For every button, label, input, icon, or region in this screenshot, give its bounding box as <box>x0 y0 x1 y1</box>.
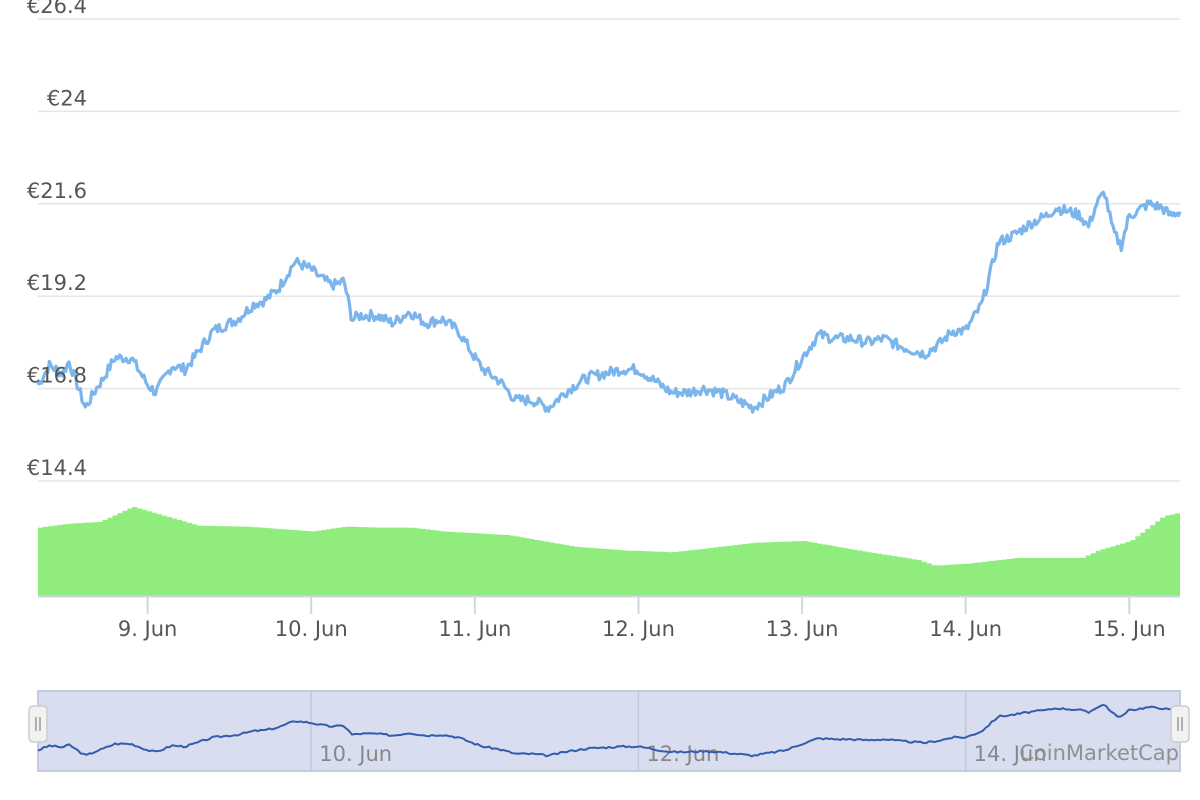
navigator-tick-label: 14. Jun <box>974 742 1047 766</box>
price-series <box>36 190 1182 414</box>
x-axis: 9. Jun 10. Jun 11. Jun 12. Jun 13. Jun 14. Ju… <box>38 595 1180 641</box>
x-tick-label: 12. Jun <box>602 617 675 641</box>
price-line <box>36 190 1182 414</box>
y-tick-label: €26.4 <box>27 0 87 18</box>
x-tick-label: 9. Jun <box>118 617 178 641</box>
volume-series <box>38 507 1180 596</box>
navigator-left-handle[interactable] <box>28 705 48 743</box>
y-tick-label: €21.6 <box>27 179 87 203</box>
y-axis-labels: €26.4 €24 €21.6 €19.2 €16.8 €14.4 <box>27 0 87 480</box>
x-tick-label: 15. Jun <box>1093 617 1166 641</box>
navigator[interactable]: 10. Jun 12. Jun 14. Jun <box>28 690 1190 772</box>
credit-text[interactable]: CoinMarketCap <box>1019 741 1179 765</box>
x-tick-label: 10. Jun <box>275 617 348 641</box>
volume-area <box>38 507 1180 596</box>
y-tick-label: €14.4 <box>27 456 87 480</box>
y-tick-label: €24 <box>47 86 87 110</box>
navigator-tick-label: 10. Jun <box>319 742 392 766</box>
y-tick-label: €19.2 <box>27 271 87 295</box>
navigator-tick-label: 12. Jun <box>646 742 719 766</box>
x-tick-label: 11. Jun <box>438 617 511 641</box>
x-tick-label: 13. Jun <box>766 617 839 641</box>
navigator-series-line <box>37 703 1181 758</box>
grid-lines <box>38 18 1180 482</box>
navigator-right-handle[interactable] <box>1170 705 1190 743</box>
x-tick-label: 14. Jun <box>929 617 1002 641</box>
y-tick-label: €16.8 <box>27 364 87 388</box>
